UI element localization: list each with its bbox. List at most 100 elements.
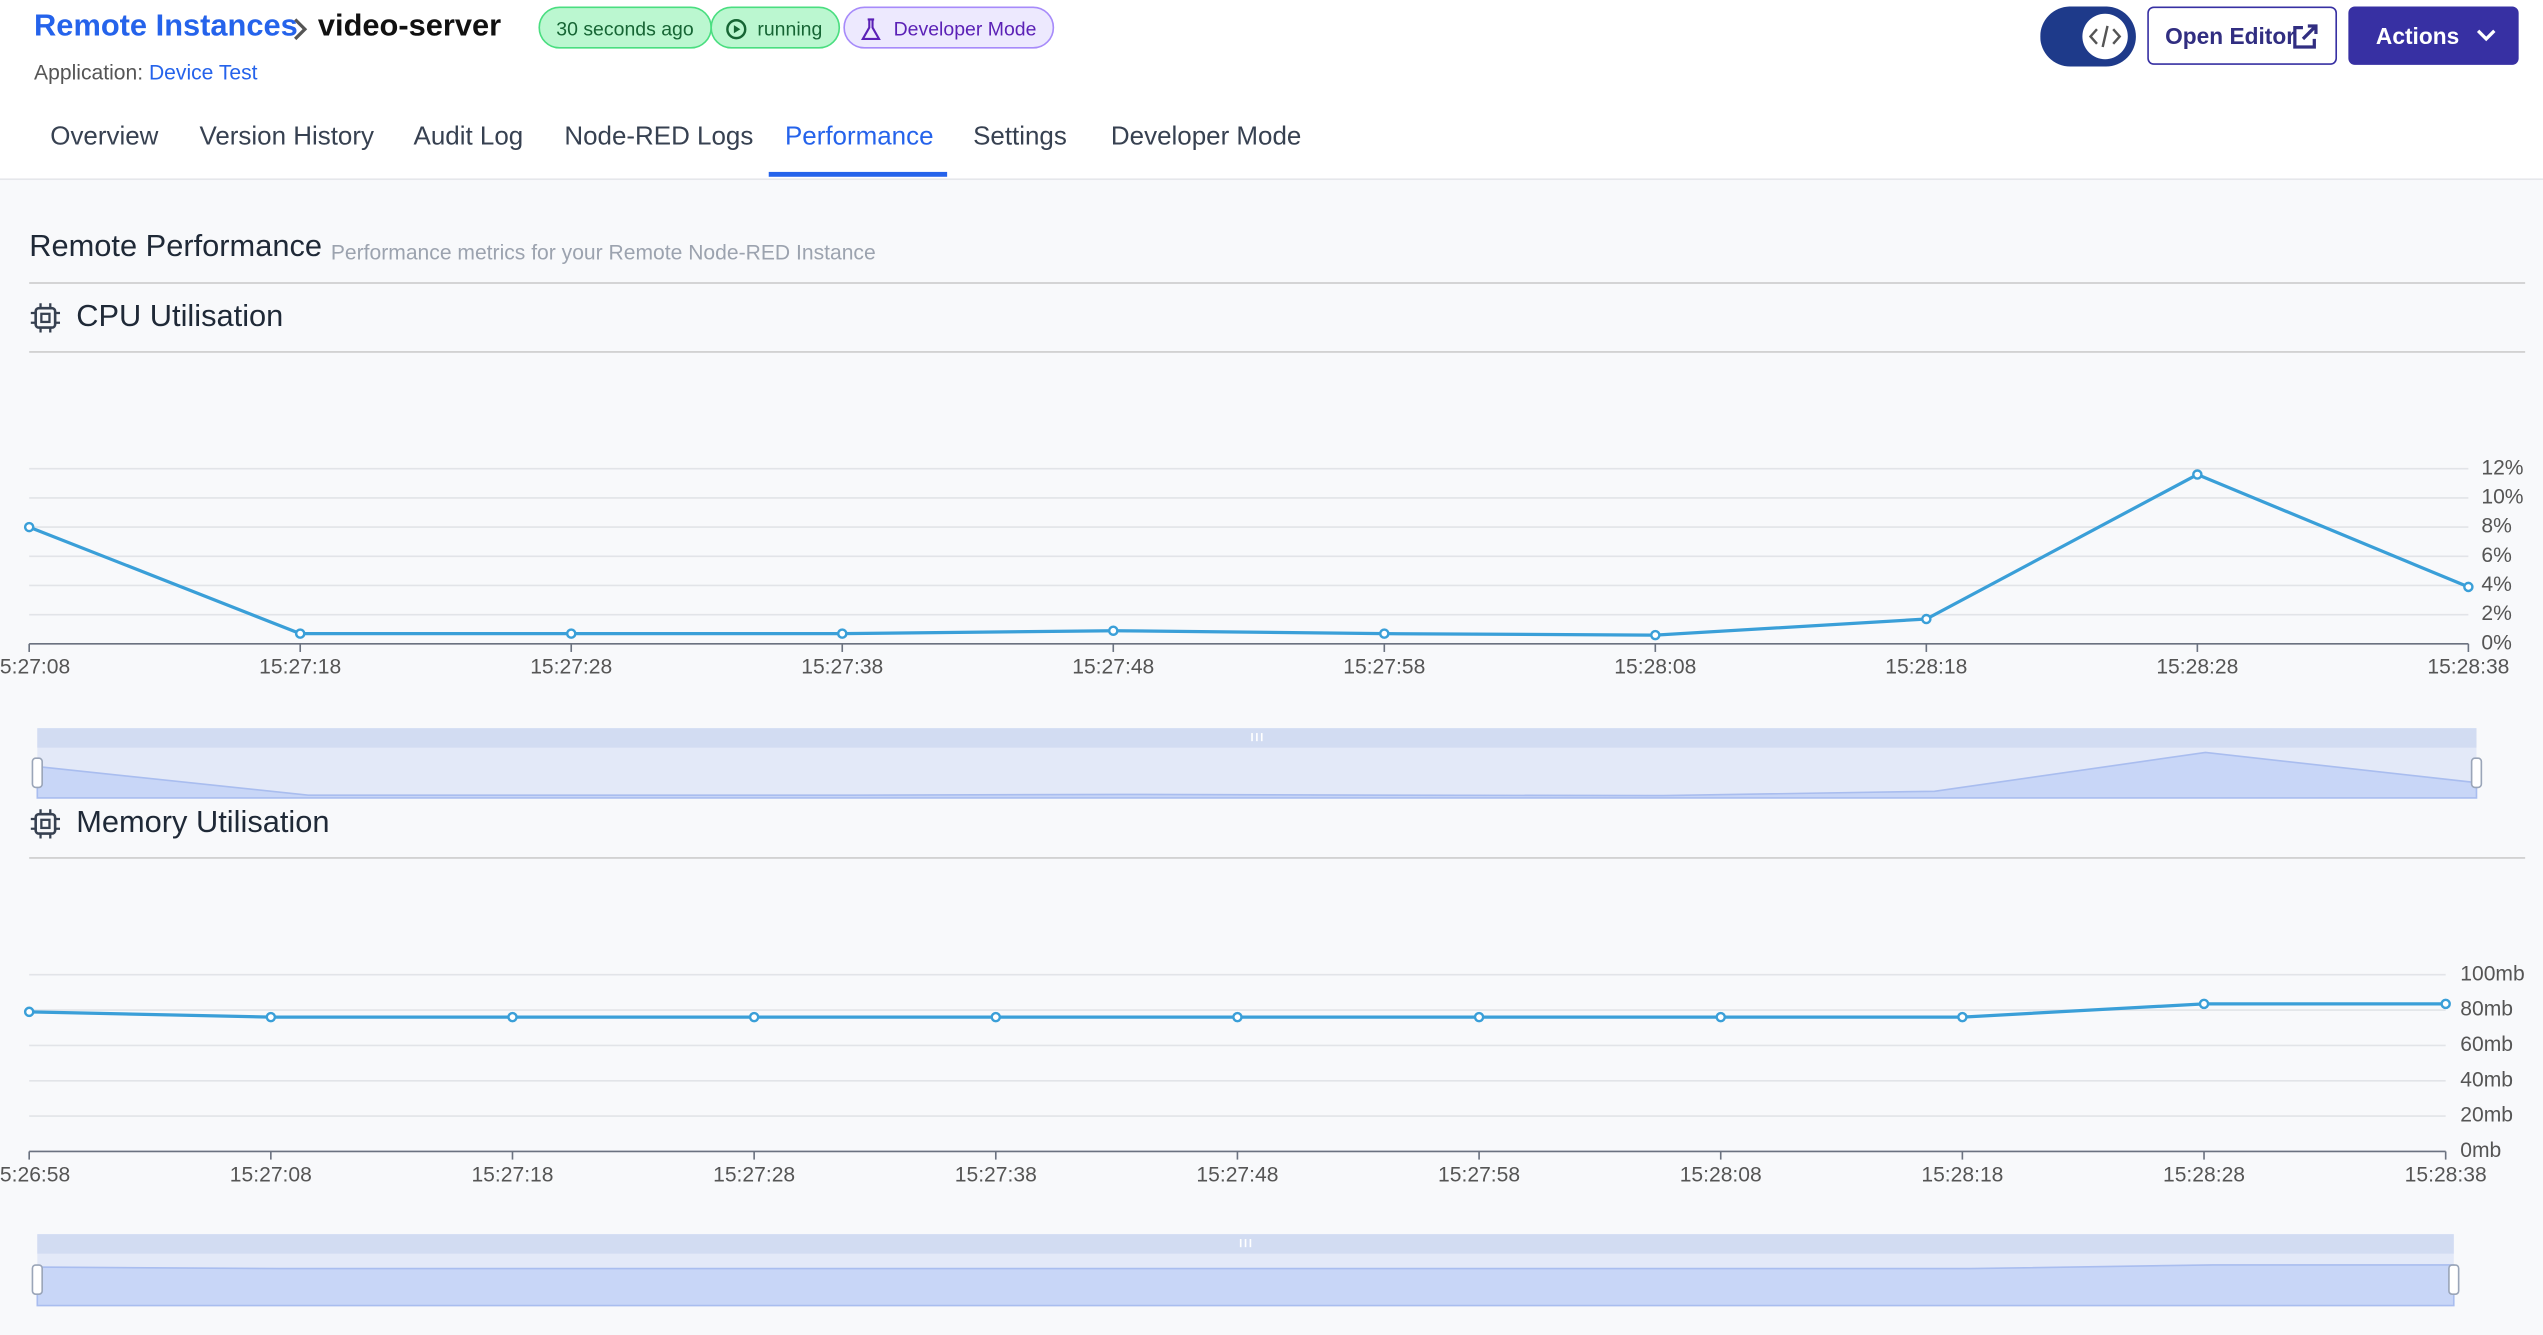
y-tick-label: 6% (2481, 544, 2511, 567)
x-tick-label: 15:27:58 (1438, 1163, 1520, 1186)
section-subtitle: Performance metrics for your Remote Node… (330, 240, 876, 265)
x-tick-label: 15:27:38 (955, 1163, 1037, 1186)
x-tick-label: 15:27:58 (1343, 656, 1425, 679)
y-tick-label: 12% (2481, 456, 2523, 479)
application-link[interactable]: Device Test (148, 60, 258, 85)
data-point (990, 1011, 1002, 1023)
y-tick-label: 8% (2481, 515, 2511, 538)
chip-icon (30, 303, 61, 333)
badge: running (710, 6, 841, 49)
badge: Developer Mode (843, 6, 1055, 49)
tab[interactable]: Performance (784, 123, 934, 151)
x-tick-label: 15:27:18 (471, 1163, 553, 1186)
x-tick-label: 15:28:28 (2163, 1163, 2245, 1186)
tab[interactable]: Developer Mode (1110, 123, 1302, 151)
zoom-area (36, 1264, 2455, 1307)
x-tick-label: 15:27:28 (530, 656, 612, 679)
tab[interactable]: Settings (973, 123, 1067, 151)
zoom-handle (31, 757, 43, 789)
y-tick-label: 10% (2481, 485, 2523, 508)
section-title: Remote Performance (29, 230, 323, 265)
x-tick-label: 15:26:58 (0, 1163, 70, 1186)
open-editor-button[interactable]: Open Editor (2147, 6, 2338, 65)
tab-underline (768, 171, 948, 177)
data-line (28, 472, 2470, 637)
x-tick-label: 15:27:48 (1196, 1163, 1278, 1186)
badge-text: running (757, 17, 823, 41)
panel-title: Memory Utilisation (76, 804, 329, 839)
x-tick-label: 15:27:08 (230, 1163, 312, 1186)
x-tick-label: 15:28:38 (2427, 656, 2509, 679)
tab[interactable]: Version History (199, 123, 374, 151)
tab[interactable]: Audit Log (413, 123, 524, 151)
zoom-handle (2448, 1264, 2460, 1296)
actions-button[interactable]: Actions (2348, 6, 2519, 65)
chevron (294, 18, 308, 41)
tab[interactable]: Overview (50, 123, 159, 151)
x-tick-label: 15:27:18 (259, 656, 341, 679)
data-point (1108, 625, 1119, 636)
chip-core (40, 818, 51, 830)
chip-icon (30, 809, 61, 839)
chip-pins (30, 303, 61, 333)
x-tick-label: 15:27:08 (0, 656, 70, 679)
data-point (23, 1006, 35, 1018)
tab[interactable]: Node-RED Logs (564, 123, 754, 151)
data-point (748, 1011, 760, 1023)
data-point (1957, 1011, 1968, 1023)
data-point (265, 1011, 277, 1023)
x-tick-label: 15:28:08 (1680, 1163, 1762, 1186)
divider (29, 282, 2526, 284)
y-tick-label: 80mb (2460, 998, 2513, 1021)
y-tick-label: 0% (2481, 631, 2511, 654)
chip-body (34, 306, 57, 329)
breadcrumb[interactable]: Remote Instances (34, 9, 298, 44)
y-tick-label: 4% (2481, 573, 2511, 596)
data-point (507, 1011, 518, 1023)
x-tick-label: 15:28:28 (2156, 656, 2238, 679)
data-point (2463, 581, 2474, 593)
toggle[interactable] (2040, 6, 2137, 67)
instance-title: video-server (317, 9, 502, 44)
panel-title: CPU Utilisation (76, 298, 283, 333)
y-tick-label: 20mb (2460, 1104, 2513, 1127)
x-tick-label: 15:27:38 (801, 656, 883, 679)
application-label: Application: (34, 60, 144, 85)
chip-core (40, 312, 51, 324)
x-tick-label: 15:28:18 (1921, 1163, 2003, 1186)
data-point (1232, 1011, 1243, 1023)
x-tick-label: 15:27:28 (713, 1163, 795, 1186)
data-point (1650, 629, 1661, 641)
x-tick-label: 15:28:38 (2405, 1163, 2487, 1186)
data-point (565, 628, 577, 639)
data-point (23, 521, 35, 533)
zoom-handle (2470, 757, 2483, 789)
data-point (1379, 628, 1390, 639)
y-tick-label: 40mb (2460, 1068, 2513, 1091)
y-tick-label: 100mb (2460, 962, 2524, 985)
data-point (2440, 998, 2451, 1010)
x-tick-label: 15:28:18 (1885, 656, 1967, 679)
data-point (2198, 998, 2210, 1010)
chip-body (34, 812, 57, 835)
zoom-handle (31, 1264, 43, 1296)
application-line: Application: Device Test (34, 60, 258, 84)
data-point (2192, 469, 2203, 480)
x-tick-label: 15:27:48 (1072, 656, 1154, 679)
button-label: Actions (2375, 22, 2460, 49)
data-point (294, 628, 306, 639)
badge-text: Developer Mode (893, 17, 1037, 41)
chip-pins (30, 809, 61, 839)
data-point (1921, 613, 1932, 625)
y-tick-label: 2% (2481, 602, 2511, 625)
data-point (836, 628, 848, 639)
button-label: Open Editor (2165, 22, 2296, 49)
data-point (1473, 1011, 1485, 1023)
data-point (1715, 1011, 1727, 1023)
x-tick-label: 15:28:08 (1614, 656, 1696, 679)
y-tick-label: 60mb (2460, 1033, 2513, 1056)
y-tick-label: 0mb (2460, 1139, 2501, 1162)
